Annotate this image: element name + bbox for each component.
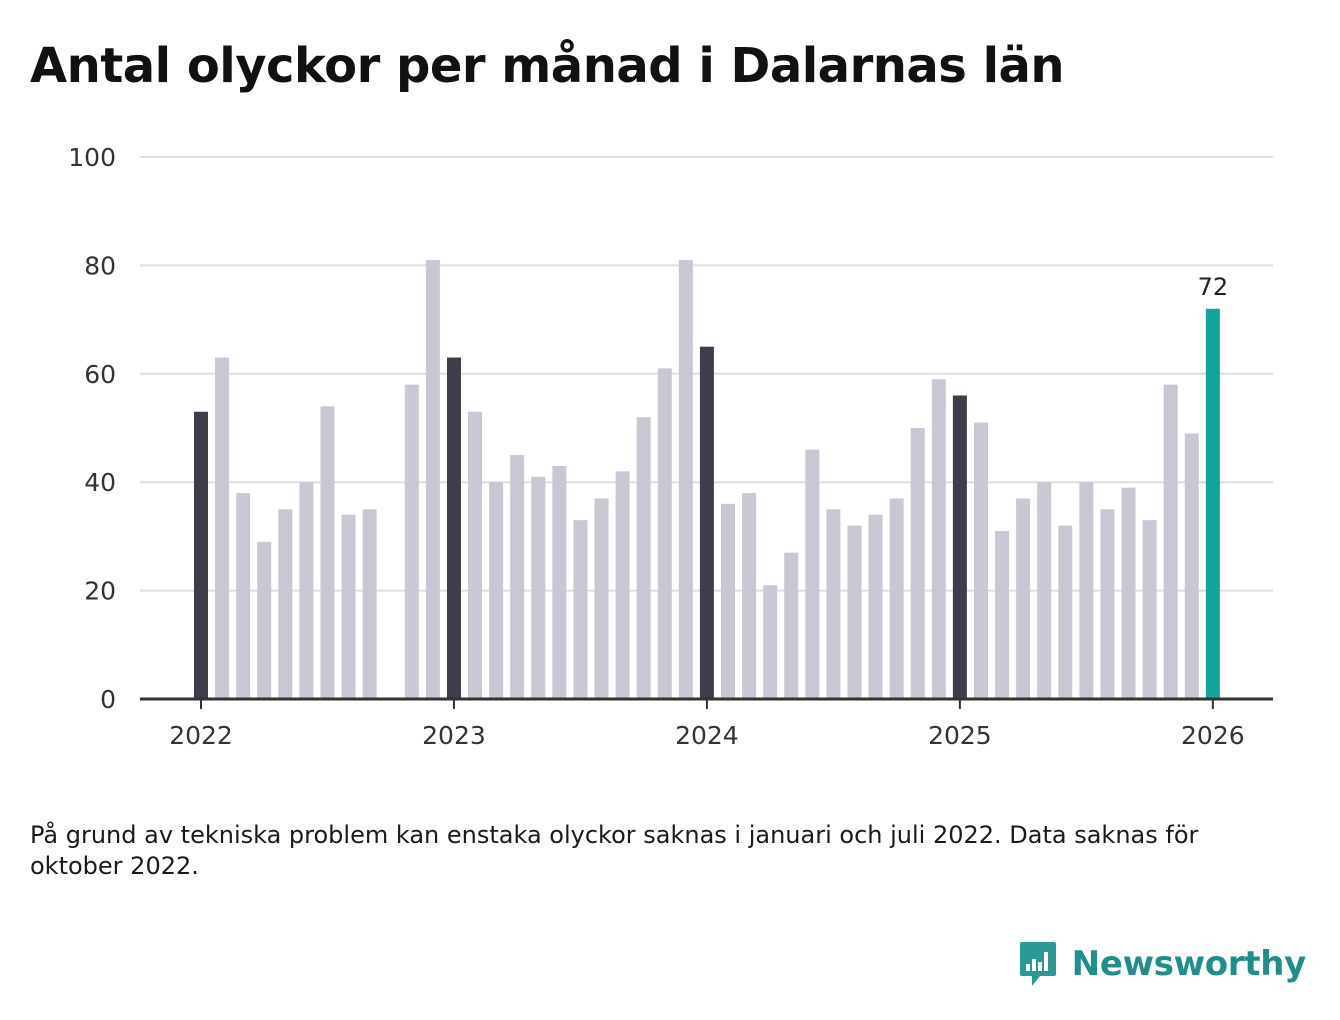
axis-labels: 0 20 40 60 80 100 72 2022 2023 2024 2025 2026 — [68, 143, 1244, 750]
bar-2023-03[interactable] — [489, 482, 504, 699]
bar-2023-09[interactable] — [615, 471, 630, 699]
x-tick-label: 2022 — [169, 721, 233, 750]
bar-2023-01[interactable] — [446, 357, 461, 699]
bar-2023-12[interactable] — [678, 259, 693, 699]
y-tick-label: 60 — [84, 360, 116, 389]
y-tick-label: 0 — [100, 685, 116, 714]
bar-2025-09[interactable] — [1121, 487, 1136, 699]
bar-2024-05[interactable] — [784, 552, 799, 699]
bar-2024-01[interactable] — [699, 346, 714, 699]
bar-2023-04[interactable] — [510, 455, 525, 699]
bar-2022-02[interactable] — [215, 357, 230, 699]
bar-2025-12[interactable] — [1184, 433, 1199, 699]
bar-2022-12[interactable] — [425, 259, 440, 699]
bar-2025-06[interactable] — [1058, 525, 1073, 699]
bar-2025-02[interactable] — [973, 422, 988, 699]
bar-2025-08[interactable] — [1100, 509, 1115, 699]
brand-name: Newsworthy — [1071, 944, 1307, 984]
latest-value-label: 72 — [1198, 273, 1229, 301]
newsworthy-logo-icon — [1019, 942, 1056, 986]
bar-2026-01[interactable] — [1205, 308, 1220, 699]
bar-2023-11[interactable] — [657, 368, 672, 699]
bar-2023-06[interactable] — [552, 465, 567, 699]
bar-2022-03[interactable] — [236, 493, 251, 699]
y-tick-label: 100 — [68, 143, 116, 172]
bar-2024-07[interactable] — [826, 509, 841, 699]
bar-2024-11[interactable] — [910, 428, 925, 699]
bar-2025-03[interactable] — [995, 530, 1010, 699]
bar-2022-06[interactable] — [299, 482, 314, 699]
newsworthy-brand[interactable]: Newsworthy — [1018, 940, 1306, 988]
x-tick-label: 2023 — [422, 721, 486, 750]
bar-2023-07[interactable] — [573, 520, 588, 699]
bar-2024-08[interactable] — [847, 525, 862, 699]
bar-chart: 0 20 40 60 80 100 72 2022 2023 2024 2025 2026 — [68, 143, 1273, 750]
bar-2024-02[interactable] — [721, 503, 735, 699]
bar-2022-11[interactable] — [404, 384, 419, 699]
bar-2024-06[interactable] — [805, 449, 820, 699]
bars — [194, 259, 1220, 699]
bar-2022-01[interactable] — [194, 411, 208, 699]
bar-2025-07[interactable] — [1079, 482, 1094, 699]
bar-2023-08[interactable] — [594, 498, 609, 699]
bar-2022-08[interactable] — [341, 514, 356, 699]
x-tick-label: 2025 — [928, 721, 992, 750]
bar-2022-04[interactable] — [257, 541, 272, 699]
chart-title: Antal olyckor per månad i Dalarnas län — [30, 38, 1065, 94]
bar-2025-04[interactable] — [1016, 498, 1031, 699]
bar-2022-09[interactable] — [362, 509, 377, 699]
bar-2025-10[interactable] — [1142, 520, 1157, 699]
footnote: På grund av tekniska problem kan enstaka… — [30, 821, 1199, 880]
x-tick-label: 2024 — [675, 721, 739, 750]
bar-2024-10[interactable] — [889, 498, 904, 699]
bar-2024-03[interactable] — [742, 493, 757, 699]
bar-2025-11[interactable] — [1163, 384, 1178, 699]
y-tick-label: 20 — [84, 577, 116, 606]
y-tick-label: 40 — [84, 468, 116, 497]
bar-2025-05[interactable] — [1037, 482, 1052, 699]
bar-2025-01[interactable] — [952, 395, 967, 699]
x-tick-label: 2026 — [1181, 721, 1245, 750]
bar-2023-02[interactable] — [468, 411, 483, 699]
bar-2024-12[interactable] — [931, 379, 946, 699]
bar-2022-07[interactable] — [320, 406, 335, 699]
bar-2023-05[interactable] — [531, 476, 546, 699]
bar-2024-09[interactable] — [868, 514, 883, 699]
bar-2023-10[interactable] — [636, 417, 651, 699]
x-axis — [140, 697, 1273, 709]
bar-2024-04[interactable] — [763, 585, 778, 699]
bar-2022-05[interactable] — [278, 509, 293, 699]
y-tick-label: 80 — [84, 251, 116, 280]
